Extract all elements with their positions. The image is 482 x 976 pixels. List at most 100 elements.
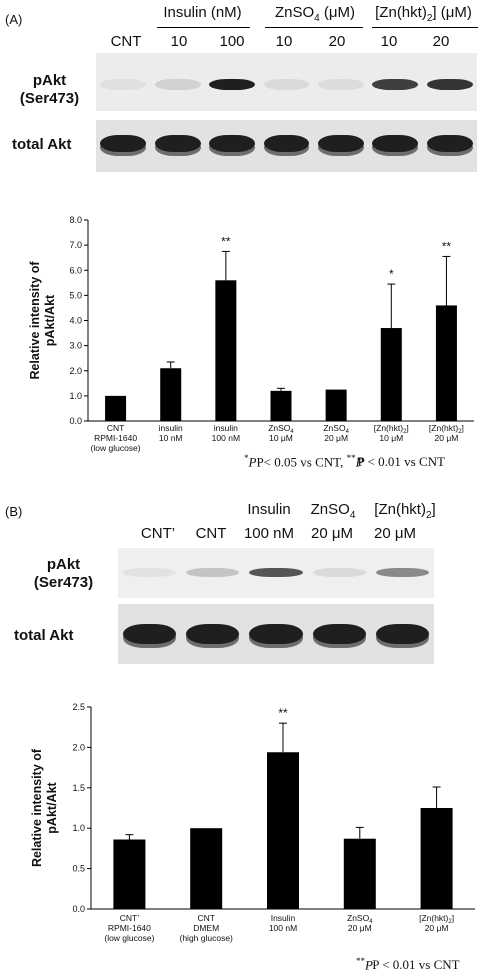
significance-mark: ** [442, 239, 452, 253]
y-tick-label: 4.0 [69, 316, 82, 326]
significance-mark: ** [221, 234, 231, 248]
pakt-blot-b [118, 548, 434, 598]
x-category-label: [Zn(hkt)2] [374, 423, 409, 435]
blot-band [154, 79, 201, 90]
pakt-label-a: pAkt (Ser473) [12, 72, 87, 108]
x-category-label: 10 μM [269, 433, 293, 443]
x-category-label: (high glucose) [180, 933, 234, 943]
x-category-label: ZnSO4 [347, 913, 373, 925]
header-znhkt-text: [Zn(hkt) [375, 4, 427, 21]
footnote-a-text2: P < 0.01 vs CNT [357, 454, 445, 470]
header-znso4-sub: 4 [314, 13, 320, 24]
header-znhkt: [Zn(hkt)2] (μM) [367, 4, 480, 24]
blot-band [312, 624, 366, 644]
blot-band [209, 79, 255, 90]
lane-label-a-3: 100 [219, 33, 245, 50]
x-category-label: 100 nM [269, 923, 297, 933]
x-category-label: Insulin [271, 913, 296, 923]
y-tick-label: 0.0 [72, 904, 85, 914]
bar [267, 752, 299, 909]
y-tick-label: 2.0 [69, 366, 82, 376]
y-tick-label: 6.0 [69, 265, 82, 275]
header-znso4-suffix: (μM) [319, 4, 356, 21]
total-akt-blot-a [96, 120, 477, 172]
blot-band [372, 135, 419, 152]
x-category-label: insulin [159, 423, 183, 433]
footnote-a-star2: ** [346, 453, 356, 463]
blot-band [263, 79, 310, 90]
x-category-label: insulin [214, 423, 238, 433]
lane-label-b-1: CNT’ [140, 525, 176, 542]
x-category-label: (low glucose) [104, 933, 154, 943]
blot-band [375, 568, 429, 577]
blot-band [318, 79, 364, 90]
footnote-a-text1: P< 0.05 vs CNT, [256, 454, 347, 470]
header-znhkt-suffix: ] (μM) [432, 4, 472, 21]
pakt-label-b: pAkt (Ser473) [26, 556, 101, 592]
bar [160, 368, 182, 421]
pakt-label-a-line2: (Ser473) [19, 90, 80, 107]
header-b-znso4-text: ZnSO [310, 501, 350, 518]
total-akt-label-a: total Akt [12, 136, 72, 153]
blot-band [186, 568, 240, 577]
x-category-label: CNT [197, 913, 214, 923]
bar-chart-b: 0.0 0.5 1.0 1.5 2.0 2.5 Relative intensity ofp… [30, 702, 475, 943]
y-tick-label: 2.5 [72, 702, 85, 712]
blot-band [123, 568, 177, 577]
y-tick-label: 1.5 [72, 783, 85, 793]
blot-band [100, 135, 147, 152]
pakt-blot-a [96, 53, 477, 111]
header-znhkt-line [372, 27, 478, 28]
blot-band [263, 135, 310, 152]
header-b-znso4: ZnSO4 [303, 501, 363, 521]
x-category-label: 20 μM [348, 923, 372, 933]
lane-label-a-1: CNT [110, 33, 142, 50]
x-category-label: 20 μM [324, 433, 348, 443]
blot-band [154, 135, 201, 152]
blot-band [100, 79, 147, 90]
header-znhkt-sub: 2 [426, 13, 433, 24]
blot-band [249, 624, 303, 644]
y-tick-label: 0.5 [72, 864, 85, 874]
blot-band [426, 135, 473, 152]
y-tick-label: 5.0 [69, 290, 82, 300]
x-category-label: (low glucose) [91, 443, 141, 453]
lane-label-b-3: 100 nM [243, 525, 295, 542]
significance-mark: ** [278, 706, 288, 720]
bar [325, 389, 347, 421]
x-category-label: CNT [107, 423, 124, 433]
y-tick-label: 2.0 [72, 742, 85, 752]
header-znso4-line [265, 27, 363, 28]
blot-band [426, 79, 473, 90]
x-category-label: 100 nM [212, 433, 240, 443]
footnote-a: *PP< 0.05 vs CNT, **PP < 0.01 vs CNT [244, 453, 445, 470]
header-b-insulin: Insulin [247, 501, 291, 518]
footnote-a-star1: * [244, 453, 249, 463]
pakt-label-a-line1: pAkt [32, 72, 67, 89]
y-tick-label: 3.0 [69, 341, 82, 351]
x-category-label: RPMI-1640 [94, 433, 137, 443]
total-akt-blot-b [118, 604, 434, 664]
header-b-znhkt: [Zn(hkt)2] [360, 501, 450, 521]
header-b-znhkt-sub: 2 [425, 510, 432, 521]
bar [270, 390, 292, 421]
blot-band [186, 624, 240, 644]
pakt-label-b-line2: (Ser473) [33, 574, 94, 591]
lane-label-a-7: 20 [432, 33, 450, 50]
lane-label-a-5: 20 [328, 33, 346, 50]
lane-label-b-5: 20 μM [374, 525, 416, 542]
footnote-b-text: P < 0.01 vs CNT [372, 957, 460, 973]
lane-label-a-4: 10 [275, 33, 293, 50]
y-tick-label: 1.0 [72, 823, 85, 833]
header-insulin-line [157, 27, 250, 28]
bar [190, 828, 223, 909]
blot-band [209, 135, 255, 152]
blot-band [249, 568, 303, 577]
bar [215, 280, 237, 421]
total-akt-label-b: total Akt [14, 627, 74, 644]
y-tick-label: 0.0 [69, 416, 82, 426]
y-tick-label: 7.0 [69, 240, 82, 250]
header-b-znhkt-suffix: ] [431, 501, 436, 518]
bar [380, 328, 402, 421]
pakt-label-b-line1: pAkt [46, 556, 81, 573]
